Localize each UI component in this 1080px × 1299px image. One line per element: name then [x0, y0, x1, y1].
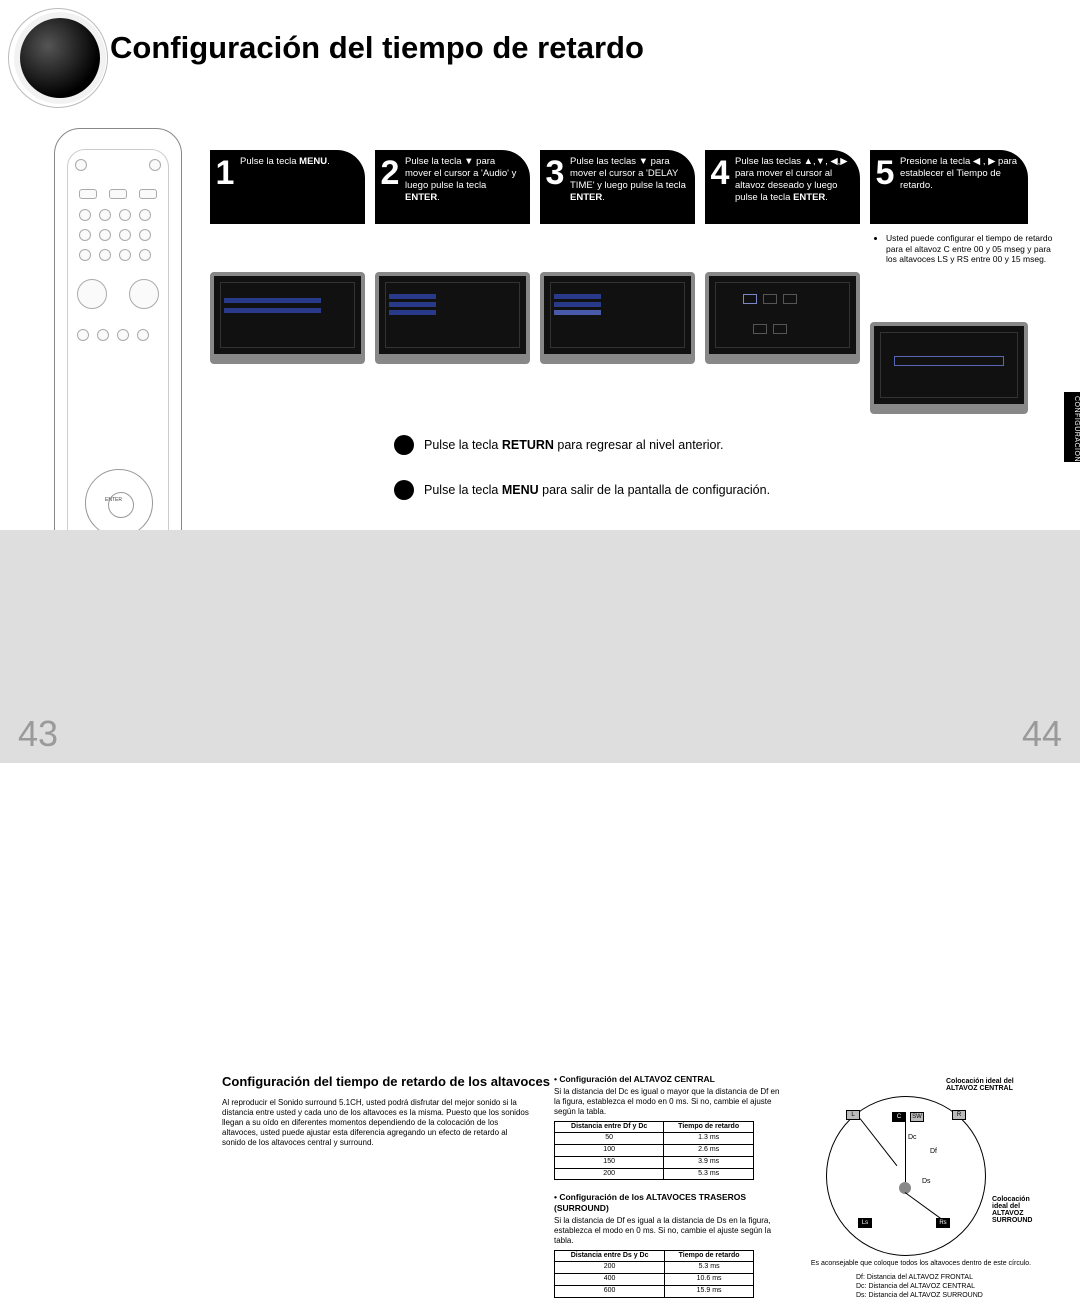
step-text: Pulse las teclas ▼ para mover el cursor … [570, 156, 687, 204]
diag-label-central: Colocación ideal del ALTAVOZ CENTRAL [946, 1078, 1036, 1092]
step-num: 2 [379, 156, 401, 190]
diag-Df: Df [930, 1148, 937, 1155]
diag-Dc: Dc [908, 1134, 917, 1141]
speaker-graphic [20, 18, 100, 98]
bullet-icon [394, 435, 414, 455]
step-4: 4Pulse las teclas ▲,▼, ◀,▶ para mover el… [705, 150, 860, 414]
central-heading: • Configuración del ALTAVOZ CENTRAL [554, 1074, 780, 1085]
diag-circle [826, 1096, 986, 1256]
diag-R: R [952, 1110, 966, 1120]
step-screen [870, 322, 1028, 414]
gray-section: Configuración del tiempo de retardo de l… [0, 530, 1080, 763]
step-2: 2Pulse la tecla ▼ para mover el cursor a… [375, 150, 530, 414]
diag-legend: Df: Distancia del ALTAVOZ FRONTAL [856, 1274, 973, 1281]
menu-note: Pulse la tecla MENU para salir de la pan… [424, 483, 770, 497]
step-text: Pulse la tecla MENU. [240, 156, 330, 168]
diag-Ds: Ds [922, 1178, 931, 1185]
step-num: 4 [709, 156, 731, 190]
step-num: 5 [874, 156, 896, 190]
step5-note: Usted puede configurar el tiempo de reta… [876, 233, 1054, 265]
surround-heading: • Configuración de los ALTAVOCES TRASERO… [554, 1192, 780, 1213]
step-num: 3 [544, 156, 566, 190]
diag-legend: Dc: Distancia del ALTAVOZ CENTRAL [856, 1283, 975, 1290]
step-screen [210, 272, 365, 364]
central-column: • Configuración del ALTAVOZ CENTRAL Si l… [554, 1074, 780, 1298]
diag-legend: Ds: Distancia del ALTAVOZ SURROUND [856, 1292, 983, 1299]
diag-L: L [846, 1110, 860, 1120]
remote-dpad [85, 469, 153, 537]
step-text: Pulse la tecla ▼ para mover el cursor a … [405, 156, 522, 204]
diag-line [905, 1122, 906, 1182]
remote-enter-label: ENTER [105, 497, 122, 503]
diag-Ls: Ls [858, 1218, 872, 1228]
side-tab: CONFIGURACIÓN [1064, 392, 1080, 462]
step-screen [540, 272, 695, 364]
step-5: 5Presione la tecla ◀ , ▶ para establecer… [870, 150, 1028, 414]
diag-footnote: Es aconsejable que coloque todos los alt… [796, 1260, 1046, 1267]
step-3: 3Pulse las teclas ▼ para mover el cursor… [540, 150, 695, 414]
diag-label-surround: Colocación ideal del ALTAVOZ SURROUND [992, 1196, 1052, 1224]
step-num: 1 [214, 156, 236, 190]
return-note: Pulse la tecla RETURN para regresar al n… [424, 438, 723, 452]
step-text: Pulse las teclas ▲,▼, ◀,▶ para mover el … [735, 156, 852, 204]
page-title: Configuración del tiempo de retardo [110, 30, 644, 66]
surround-table: Distancia entre Ds y DcTiempo de retardo… [554, 1250, 754, 1298]
section-body: Al reproducir el Sonido surround 5.1CH, … [222, 1098, 532, 1148]
section-title: Configuración del tiempo de retardo de l… [222, 1074, 550, 1089]
central-body: Si la distancia del Dc es igual o mayor … [554, 1087, 780, 1117]
step-screen [375, 272, 530, 364]
steps-row: 1 Pulse la tecla MENU. 2Pulse la tecla ▼ … [210, 150, 1028, 414]
step-1: 1 Pulse la tecla MENU. [210, 150, 365, 414]
diag-C: C [892, 1112, 906, 1122]
central-table: Distancia entre Df y DcTiempo de retardo… [554, 1121, 754, 1181]
surround-body: Si la distancia de Df es igual a la dist… [554, 1216, 780, 1246]
page-number-left: 43 [18, 713, 58, 755]
step-screen [705, 272, 860, 364]
page-number-right: 44 [1022, 713, 1062, 755]
diag-SW: SW [910, 1112, 924, 1122]
diag-Rs: Rs [936, 1218, 950, 1228]
step-text: Presione la tecla ◀ , ▶ para establecer … [900, 156, 1020, 192]
bullet-icon [394, 480, 414, 500]
